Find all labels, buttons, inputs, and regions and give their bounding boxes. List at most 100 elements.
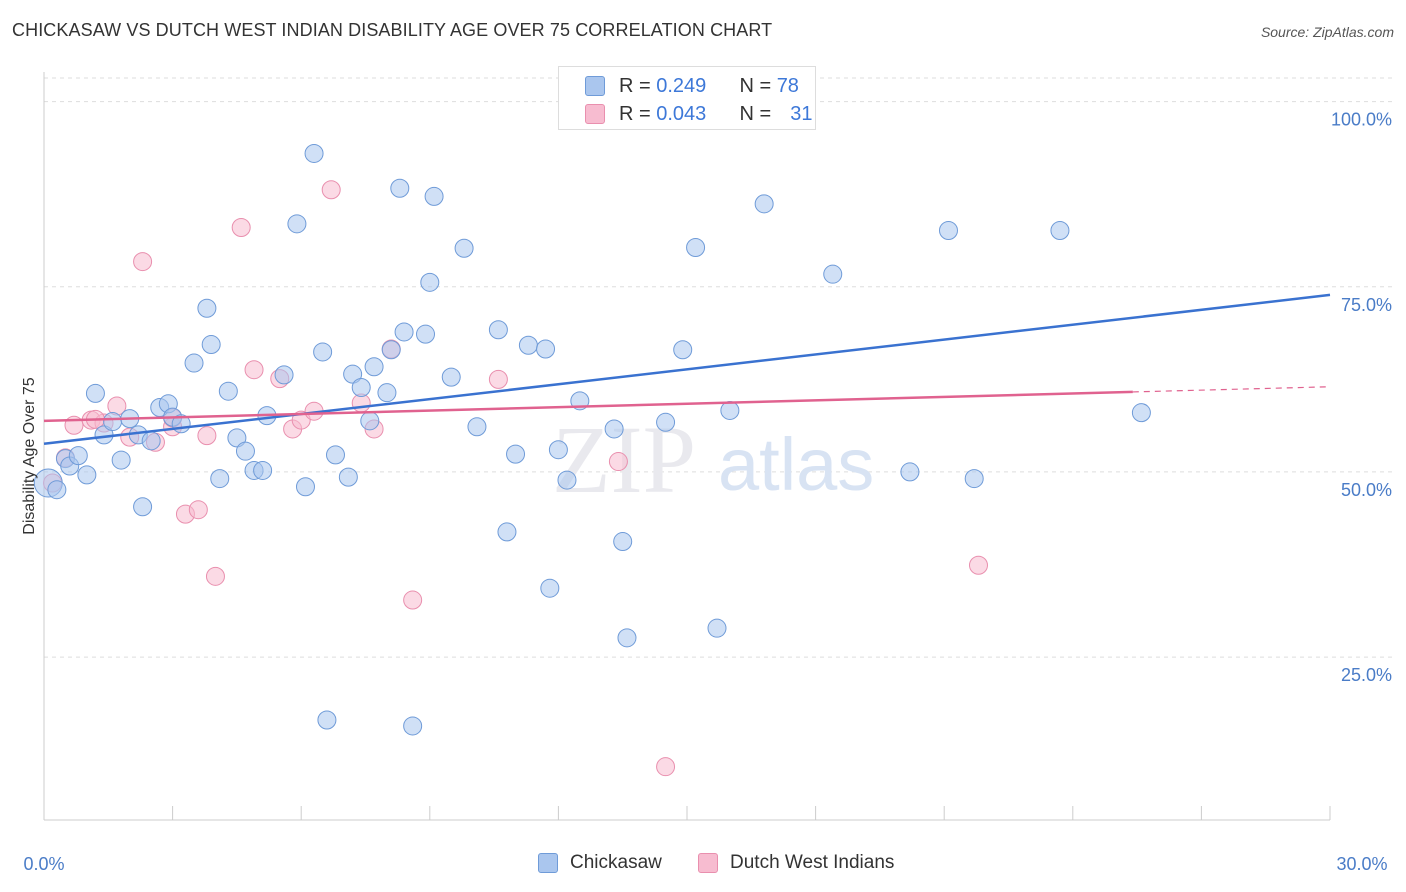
- point-chickasaw: [488, 320, 508, 340]
- x-tick-label-min: 0.0%: [23, 854, 64, 874]
- point-chickasaw: [77, 465, 97, 485]
- point-chickasaw: [754, 194, 774, 214]
- point-chickasaw: [416, 324, 436, 344]
- legend-swatch-dutch-west-indians: [585, 104, 605, 124]
- point-chickasaw: [103, 412, 123, 432]
- point-chickasaw: [613, 532, 633, 552]
- point-chickasaw: [497, 522, 517, 542]
- point-chickasaw: [360, 411, 380, 431]
- point-chickasaw: [210, 469, 230, 489]
- point-chickasaw: [1131, 403, 1151, 423]
- trend-line-dutch-west-indians: [43, 390, 1133, 423]
- correlation-legend: R = 0.249 N = 78 R = 0.043 N = 31: [558, 66, 816, 130]
- point-dutch-west-indians: [188, 500, 208, 520]
- legend-n-value-chickasaw: 78: [776, 75, 799, 97]
- point-chickasaw: [313, 342, 333, 362]
- point-chickasaw: [184, 353, 204, 373]
- point-dutch-west-indians: [244, 360, 264, 380]
- point-chickasaw: [295, 477, 315, 497]
- legend-n-label: N =: [739, 75, 772, 97]
- point-chickasaw: [304, 143, 324, 163]
- point-dutch-west-indians: [197, 426, 217, 446]
- point-chickasaw: [390, 178, 410, 198]
- point-chickasaw: [506, 444, 526, 464]
- point-chickasaw: [938, 220, 958, 240]
- point-chickasaw: [197, 298, 217, 318]
- chart-title: CHICKASAW VS DUTCH WEST INDIAN DISABILIT…: [12, 20, 773, 40]
- point-chickasaw: [403, 716, 423, 736]
- point-chickasaw: [253, 460, 273, 480]
- source-label: Source: ZipAtlas.com: [1260, 24, 1394, 40]
- watermark: ZIP atlas: [552, 406, 874, 513]
- legend-r-value-chickasaw: 0.249: [656, 75, 707, 97]
- legend-r-label: R =: [619, 103, 651, 125]
- point-chickasaw: [536, 339, 556, 359]
- legend-label-dutch-west-indians: Dutch West Indians: [730, 852, 895, 873]
- point-dutch-west-indians: [608, 452, 628, 472]
- series-legend: Chickasaw Dutch West Indians: [0, 852, 1406, 878]
- legend-item-dutch-west-indians[interactable]: Dutch West Indians: [698, 852, 894, 874]
- point-dutch-west-indians: [656, 757, 676, 777]
- point-chickasaw: [454, 238, 474, 258]
- point-chickasaw: [964, 469, 984, 489]
- point-chickasaw: [900, 462, 920, 482]
- point-chickasaw: [686, 238, 706, 258]
- point-dutch-west-indians: [205, 566, 225, 586]
- point-chickasaw: [518, 335, 538, 355]
- point-chickasaw: [227, 428, 247, 448]
- point-chickasaw: [720, 400, 740, 420]
- point-chickasaw: [47, 480, 67, 500]
- series-chickasaw-points: [33, 90, 1151, 736]
- legend-r-value-dutch-west-indians: 0.043: [656, 103, 707, 125]
- tick-labels: 25.0% 50.0% 75.0% 100.0% 0.0% 30.0%: [23, 110, 1392, 874]
- legend-n-label: N =: [739, 103, 772, 125]
- y-tick-label: 75.0%: [1341, 295, 1392, 315]
- point-chickasaw: [1050, 220, 1070, 240]
- point-chickasaw: [338, 467, 358, 487]
- point-dutch-west-indians: [968, 555, 988, 575]
- axes: [43, 72, 1331, 821]
- point-chickasaw: [540, 578, 560, 598]
- point-chickasaw: [673, 340, 693, 360]
- point-chickasaw: [420, 272, 440, 292]
- point-chickasaw: [343, 364, 363, 384]
- legend-swatch-dutch-west-indians-bottom: [698, 853, 718, 873]
- point-chickasaw: [287, 214, 307, 234]
- point-chickasaw: [381, 340, 401, 360]
- point-chickasaw: [68, 446, 88, 466]
- point-dutch-west-indians: [133, 252, 153, 272]
- point-chickasaw: [424, 186, 444, 206]
- point-chickasaw: [201, 335, 221, 355]
- point-dutch-west-indians: [488, 369, 508, 389]
- point-chickasaw: [604, 419, 624, 439]
- trend-line-chickasaw: [43, 293, 1331, 446]
- point-chickasaw: [111, 450, 131, 470]
- x-tick-label-max: 30.0%: [1336, 854, 1387, 874]
- point-chickasaw: [133, 497, 153, 517]
- point-chickasaw: [441, 367, 461, 387]
- point-chickasaw: [823, 264, 843, 284]
- legend-row-chickasaw: R = 0.249 N = 78: [619, 75, 799, 98]
- point-chickasaw: [557, 470, 577, 490]
- point-chickasaw: [707, 618, 727, 638]
- point-chickasaw: [467, 417, 487, 437]
- point-dutch-west-indians: [231, 218, 251, 238]
- point-dutch-west-indians: [321, 180, 341, 200]
- legend-row-dutch-west-indians: R = 0.043 N = 31: [619, 103, 813, 126]
- point-chickasaw: [325, 445, 345, 465]
- legend-n-value-dutch-west-indians: 31: [790, 103, 813, 125]
- point-chickasaw: [218, 381, 238, 401]
- point-chickasaw: [85, 383, 105, 403]
- point-chickasaw: [317, 710, 337, 730]
- legend-swatch-chickasaw: [585, 76, 605, 96]
- point-chickasaw: [364, 357, 384, 377]
- point-chickasaw: [377, 383, 397, 403]
- legend-r-label: R =: [619, 75, 651, 97]
- legend-item-chickasaw[interactable]: Chickasaw: [538, 852, 662, 874]
- point-dutch-west-indians: [403, 590, 423, 610]
- point-chickasaw: [656, 412, 676, 432]
- trend-line-dutch-west-indians-extension: [1132, 386, 1331, 393]
- legend-label-chickasaw: Chickasaw: [570, 852, 662, 873]
- point-chickasaw: [548, 440, 568, 460]
